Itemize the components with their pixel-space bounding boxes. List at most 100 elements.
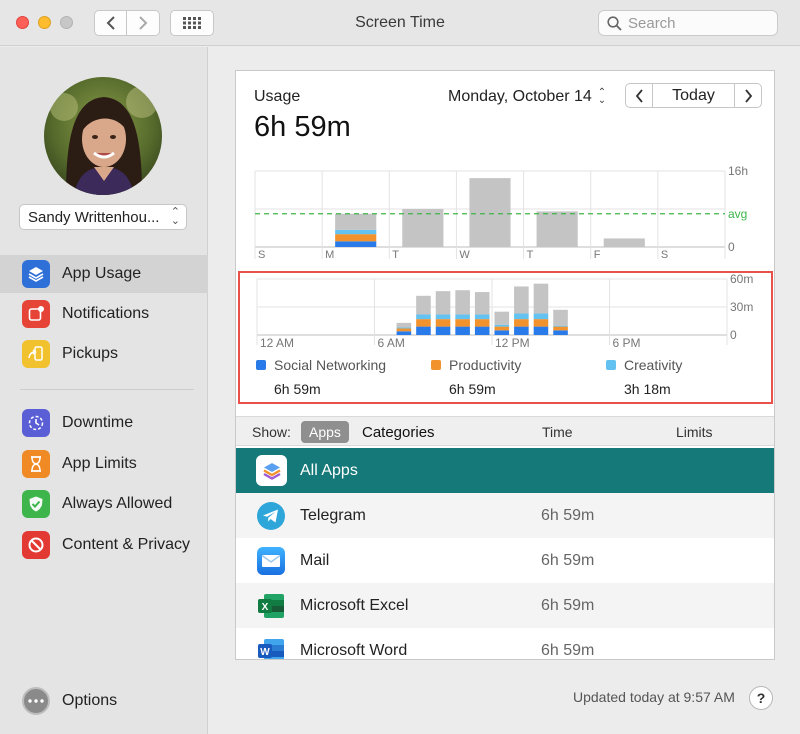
mail-icon (256, 546, 286, 576)
bar-segment (533, 313, 549, 320)
bar-segment (396, 331, 412, 335)
column-header-time[interactable]: Time (542, 424, 573, 440)
zoom-window-button[interactable] (60, 16, 73, 29)
bar-segment (455, 326, 470, 335)
table-row-mail[interactable]: Mail 6h 59m (236, 538, 774, 583)
hourglass-icon (22, 450, 50, 478)
sidebar-item-downtime[interactable]: Downtime (0, 404, 208, 442)
updown-chevron-icon: ⌃ ⌄ (170, 206, 180, 227)
avatar[interactable] (44, 77, 162, 195)
app-time: 6h 59m (541, 506, 595, 524)
bar-segment (533, 326, 549, 335)
bar-segment (553, 330, 568, 335)
close-window-button[interactable] (16, 16, 29, 29)
bar-segment (494, 311, 510, 325)
search-field[interactable] (598, 10, 778, 36)
sidebar-item-always-allowed[interactable]: Always Allowed (0, 485, 208, 523)
bar-segment (396, 322, 412, 328)
bar-segment (335, 229, 377, 235)
next-day-button[interactable] (734, 83, 762, 108)
bar-segment (474, 326, 490, 335)
day-label: W (459, 249, 470, 261)
minimize-window-button[interactable] (38, 16, 51, 29)
back-button[interactable] (94, 10, 127, 36)
bar-segment (455, 290, 470, 315)
sidebar-item-label: Content & Privacy (62, 536, 191, 553)
chevron-right-icon (744, 88, 752, 103)
bar-segment (494, 324, 510, 327)
weekly-usage-chart[interactable]: S M T W T F S 16h avg 0 (236, 161, 775, 271)
bar-segment (455, 314, 470, 320)
day-label: S (258, 249, 265, 261)
forward-button[interactable] (127, 10, 160, 36)
segment-apps[interactable]: Apps (301, 421, 349, 443)
table-row-all-apps[interactable]: All Apps (236, 448, 774, 493)
bar-segment (396, 327, 412, 329)
bar-segment (494, 326, 510, 331)
date-selector[interactable]: Monday, October 14 ⌃ ⌄ (448, 88, 606, 106)
user-selector[interactable]: Sandy Writtenhou... ⌃ ⌄ (19, 204, 187, 230)
day-label: M (325, 249, 334, 261)
bar-segment (335, 241, 377, 247)
app-time: 6h 59m (541, 641, 595, 659)
table-row-telegram[interactable]: Telegram 6h 59m (236, 493, 774, 538)
sidebar-item-label: Downtime (62, 414, 134, 431)
downtime-icon (22, 409, 50, 437)
y-tick-label: 30m (730, 300, 753, 314)
legend-label: Creativity (624, 357, 683, 373)
search-icon (607, 15, 622, 31)
today-button[interactable]: Today (653, 83, 734, 108)
bar-segment (416, 314, 431, 320)
sidebar-item-pickups[interactable]: Pickups (0, 335, 208, 373)
sidebar-item-app-usage[interactable]: App Usage (0, 255, 208, 293)
bar-segment (416, 295, 431, 315)
previous-day-button[interactable] (625, 83, 653, 108)
bar-segment (435, 319, 451, 327)
bar-segment (514, 319, 529, 327)
help-button[interactable]: ? (749, 686, 773, 710)
bar (603, 238, 645, 247)
bar-segment (396, 328, 412, 332)
column-header-limits[interactable]: Limits (676, 424, 713, 440)
options-button[interactable]: Options (22, 687, 117, 715)
updated-status: Updated today at 9:57 AM (573, 689, 735, 705)
segment-categories[interactable]: Categories (362, 424, 435, 441)
app-name: All Apps (300, 461, 358, 479)
app-name: Mail (300, 551, 330, 569)
bar (536, 211, 578, 247)
date-label: Monday, October 14 (448, 88, 592, 105)
sidebar-item-notifications[interactable]: Notifications (0, 295, 208, 333)
y-tick-label: 0 (728, 240, 735, 254)
bar-segment (514, 326, 529, 335)
bar-segment (455, 319, 470, 327)
chevron-left-icon (106, 16, 115, 30)
table-row-microsoft-word[interactable]: W Microsoft Word 6h 59m (236, 628, 774, 659)
telegram-icon (256, 501, 286, 531)
sidebar-item-label: Notifications (62, 305, 150, 322)
legend-creativity: Creativity 3h 18m (606, 357, 682, 397)
bar-segment (474, 292, 490, 315)
search-input[interactable] (628, 14, 768, 32)
y-tick-label: 0 (730, 328, 737, 342)
sidebar: Sandy Writtenhou... ⌃ ⌄ App Usage Notific… (0, 47, 208, 734)
bar-segment (335, 234, 377, 242)
usage-panel: Usage 6h 59m Monday, October 14 ⌃ ⌄ Today… (235, 70, 775, 660)
word-icon: W (256, 636, 286, 659)
legend-social-networking: Social Networking 6h 59m (256, 357, 386, 397)
sidebar-item-label: Pickups (62, 345, 119, 362)
usage-label: Usage (254, 88, 301, 105)
bar-segment (335, 213, 377, 230)
hourly-usage-chart[interactable]: 12 AM 6 AM 12 PM 6 PM 60m 30m 0 (240, 273, 771, 348)
bar-segment (474, 314, 490, 320)
sidebar-item-app-limits[interactable]: App Limits (0, 445, 208, 483)
hourly-usage-section: 12 AM 6 AM 12 PM 6 PM 60m 30m 0 Social Network… (238, 271, 773, 404)
y-tick-label: 16h (728, 164, 748, 178)
app-time: 6h 59m (541, 596, 595, 614)
app-time: 6h 59m (541, 551, 595, 569)
restriction-icon (22, 531, 50, 559)
app-name: Microsoft Excel (300, 596, 409, 614)
show-all-button[interactable] (170, 10, 214, 36)
legend-time: 6h 59m (274, 381, 321, 397)
table-row-microsoft-excel[interactable]: X Microsoft Excel 6h 59m (236, 583, 774, 628)
sidebar-item-content-privacy[interactable]: Content & Privacy (0, 526, 208, 564)
